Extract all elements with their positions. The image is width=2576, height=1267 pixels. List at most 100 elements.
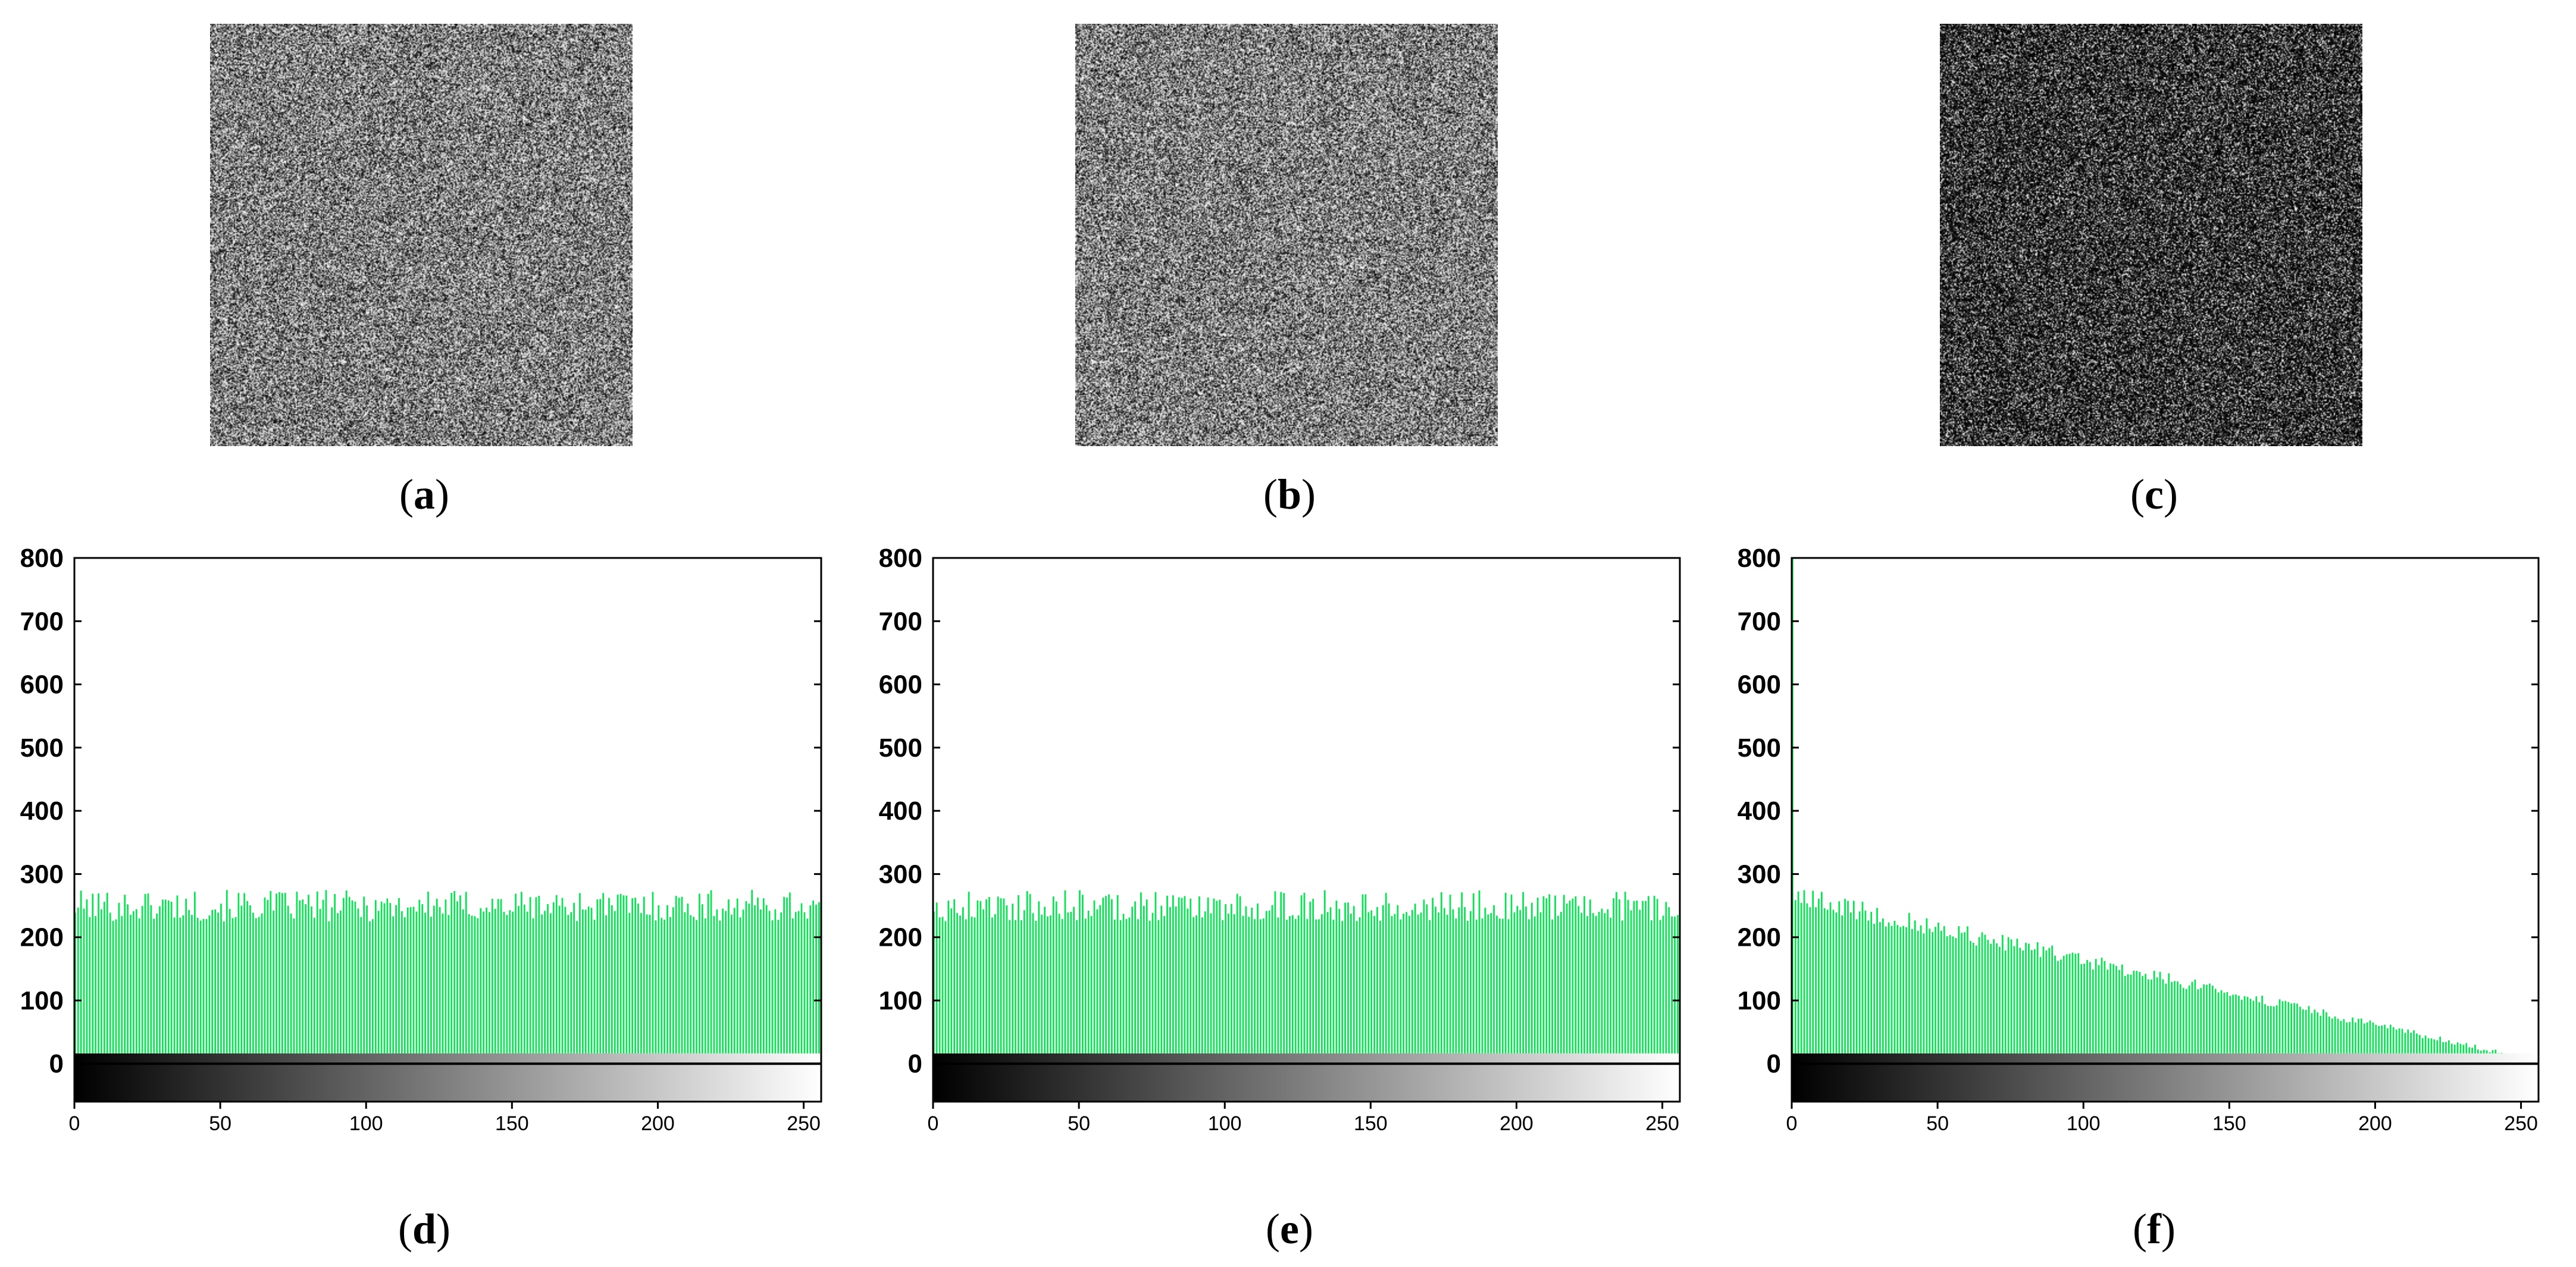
histogram-bar — [1642, 901, 1644, 1064]
histogram-bar — [1829, 902, 1832, 1064]
histogram-bar — [1119, 920, 1122, 1064]
histogram-bar — [2062, 955, 2065, 1064]
histogram-bar — [188, 910, 190, 1064]
histogram-bar — [1577, 906, 1580, 1064]
histogram-bar — [1394, 914, 1396, 1064]
histogram-bar — [1239, 896, 1241, 1064]
histogram-bar — [389, 903, 392, 1064]
y-tick-label: 100 — [879, 986, 922, 1015]
histogram-bar — [1260, 919, 1262, 1064]
histogram-bar — [2358, 1018, 2359, 1064]
histogram-bar — [628, 912, 631, 1064]
histogram-bar — [2349, 1022, 2351, 1064]
histogram-bar — [2366, 1022, 2368, 1064]
histogram-bar — [1125, 918, 1128, 1064]
y-tick-label: 500 — [1738, 733, 1781, 763]
y-tick-label: 100 — [20, 986, 64, 1015]
histogram-bar — [95, 915, 97, 1064]
histogram-bar — [270, 890, 272, 1064]
histogram-bar — [1426, 904, 1428, 1064]
histogram-bar — [938, 917, 941, 1064]
histogram-bar — [1122, 914, 1125, 1064]
histogram-bar — [2238, 995, 2240, 1064]
histogram-bar — [1294, 918, 1297, 1064]
histogram-bar — [1061, 919, 1063, 1064]
histogram-bar — [754, 905, 756, 1064]
histogram-bar — [2308, 1006, 2310, 1064]
histogram-bar — [1306, 918, 1309, 1064]
histogram-bar — [1271, 905, 1273, 1064]
histogram-bar — [462, 909, 464, 1064]
histogram-bar — [115, 919, 117, 1064]
x-tick-label: 50 — [1068, 1112, 1090, 1135]
grayscale-colorbar — [74, 1053, 821, 1102]
histogram-bar — [2299, 1006, 2301, 1064]
x-tick-label: 250 — [787, 1112, 821, 1135]
histogram-bar — [1879, 922, 1881, 1064]
histogram-bar — [1996, 943, 1998, 1064]
histogram-bar — [1835, 912, 1838, 1064]
histogram-bar — [2421, 1038, 2424, 1064]
histogram-bar — [2369, 1020, 2371, 1064]
histogram-bar — [1438, 912, 1439, 1064]
histogram-bar — [1993, 939, 1995, 1064]
histogram-bar — [2004, 950, 2007, 1064]
histogram-bar — [1636, 901, 1638, 1064]
histogram-bar — [2039, 956, 2042, 1064]
histogram-bar — [774, 909, 777, 1064]
histogram-bar — [1967, 926, 1968, 1064]
histogram-bar — [1478, 890, 1481, 1064]
histogram-bar — [1143, 906, 1145, 1064]
histogram-bar — [2139, 972, 2141, 1064]
histogram-bar — [1850, 912, 1852, 1064]
histogram-bar — [1943, 926, 1945, 1064]
histogram-bar — [731, 914, 733, 1064]
histogram-bar — [584, 910, 587, 1064]
histogram-bar — [1841, 915, 1843, 1064]
histogram-bar — [640, 912, 642, 1064]
histogram-bar — [1823, 908, 1826, 1064]
histogram-bar — [941, 917, 944, 1064]
histogram-bar — [684, 912, 686, 1064]
histogram-bar — [2148, 979, 2149, 1064]
histogram-bar — [1932, 932, 1934, 1064]
histogram-bar — [1335, 901, 1338, 1064]
histogram-bar — [486, 907, 487, 1064]
histogram-bar — [777, 920, 780, 1064]
histogram-bar — [2028, 943, 2030, 1064]
histogram-bar — [2174, 981, 2176, 1064]
histogram-bar — [2145, 974, 2146, 1064]
histogram-bar — [2413, 1030, 2415, 1064]
histogram-bar — [1917, 930, 1919, 1064]
histogram-bar — [1619, 899, 1620, 1064]
histogram-bar — [1373, 915, 1375, 1064]
histogram-bar — [302, 899, 304, 1064]
histogram-bar — [328, 921, 330, 1064]
histogram-bar — [1283, 893, 1285, 1064]
histogram-bar — [1116, 895, 1119, 1064]
histogram-bar — [340, 910, 342, 1064]
histogram-bar — [395, 905, 397, 1064]
histogram-bar — [1262, 918, 1264, 1064]
histogram-bar — [1487, 914, 1489, 1064]
histogram-bar — [2267, 1006, 2269, 1064]
histogram-bar — [2226, 992, 2228, 1064]
histogram-bar — [1914, 920, 1916, 1064]
y-tick-label: 500 — [879, 733, 922, 763]
histogram-bar — [1379, 920, 1381, 1064]
histogram-bar — [1548, 894, 1551, 1064]
histogram-bar — [2197, 989, 2199, 1064]
histogram-bar — [1624, 892, 1626, 1064]
histogram-bar — [1169, 907, 1171, 1064]
histogram-bar — [1533, 916, 1536, 1064]
histogram-bar — [1113, 919, 1116, 1064]
histogram-bar — [1093, 900, 1095, 1064]
histogram-bar — [1876, 908, 1878, 1064]
histogram-bar — [144, 893, 146, 1064]
y-tick-label: 300 — [879, 860, 922, 889]
histogram-bar — [707, 893, 709, 1064]
histogram-bar — [2180, 984, 2181, 1064]
histogram-bar — [106, 893, 108, 1064]
histogram-bar — [456, 901, 458, 1064]
y-tick-label: 200 — [879, 923, 922, 952]
